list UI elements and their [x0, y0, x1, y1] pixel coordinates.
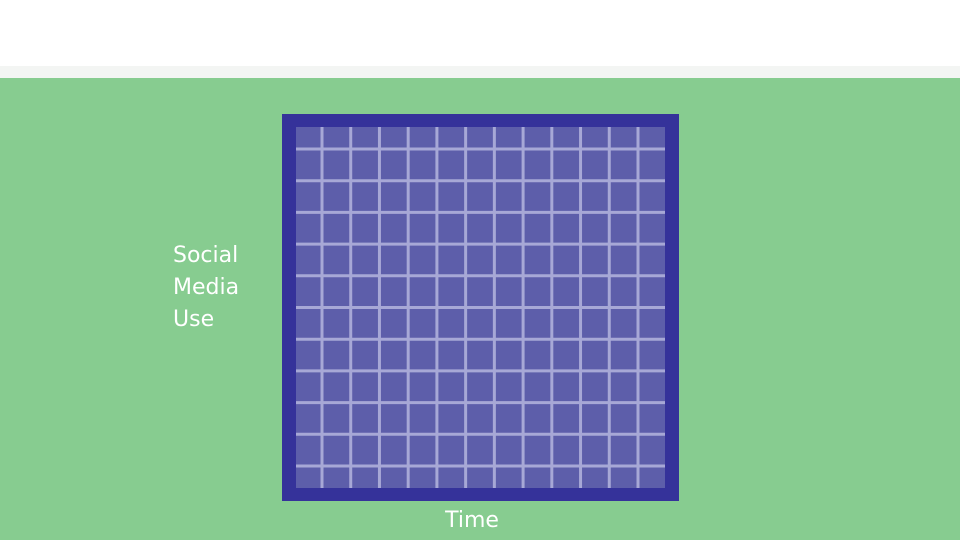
y-axis-label-line-2: Media [173, 275, 240, 300]
grid-frame [282, 114, 679, 501]
y-axis-label-line-3: Use [173, 307, 215, 332]
top-band [0, 0, 960, 66]
grid-lines [296, 127, 665, 488]
y-axis-label-line-1: Social [173, 243, 239, 268]
grid-diagram [282, 114, 679, 501]
top-divider [0, 66, 960, 78]
x-axis-label: Time [445, 508, 499, 533]
y-axis-label: Social Media Use [173, 240, 283, 336]
